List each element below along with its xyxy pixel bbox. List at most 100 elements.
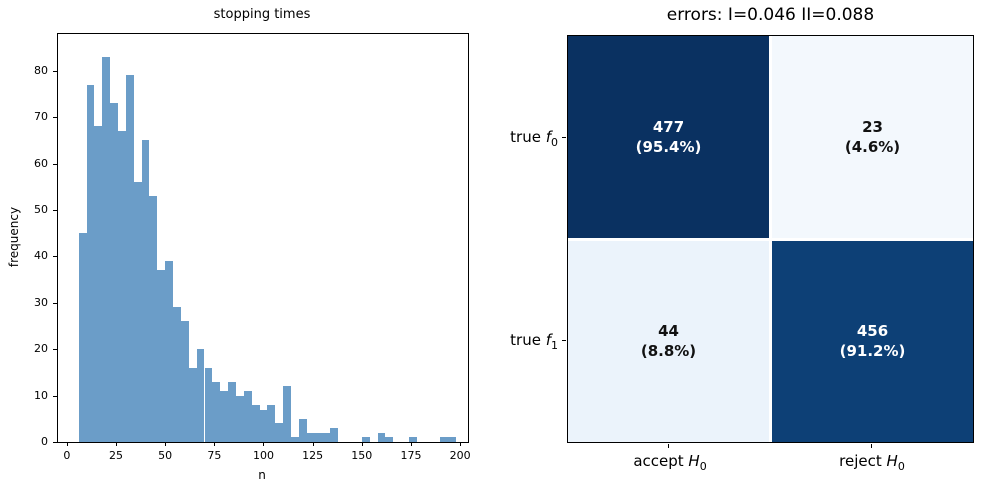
- x-axis-tick: [460, 442, 462, 446]
- histogram-bar: [275, 423, 284, 442]
- histogram-bar: [117, 131, 126, 442]
- col-label-reject-h0: reject H0: [839, 452, 905, 473]
- y-axis-tick-label: 50: [34, 202, 48, 216]
- y-axis-tick-label: 40: [34, 249, 48, 263]
- histogram-bar: [78, 233, 87, 442]
- y-axis-tick: [53, 209, 57, 211]
- x-axis-tick-label: 175: [400, 449, 422, 462]
- y-axis-tick: [53, 395, 57, 397]
- histogram-bar: [173, 307, 181, 442]
- x-axis-tick-label: 0: [63, 449, 71, 462]
- x-axis-tick: [410, 442, 412, 446]
- histogram-bar: [228, 381, 236, 442]
- histogram-bar: [385, 437, 394, 442]
- matrix-cell-true-f1-accept: 44 (8.8%): [568, 240, 769, 442]
- histogram-bar: [125, 75, 134, 442]
- histogram-bar: [306, 432, 315, 442]
- y-axis-tick-label: 0: [41, 435, 48, 448]
- histogram-ylabel: frequency: [7, 206, 21, 268]
- x-axis-tick: [312, 442, 314, 446]
- y-axis-tick: [53, 70, 57, 72]
- x-axis-tick-label: 200: [449, 449, 471, 462]
- y-axis-tick-label: 10: [34, 388, 48, 402]
- x-axis-tick-label: 50: [158, 449, 173, 462]
- cell-percent: (95.4%): [635, 137, 702, 156]
- confusion-matrix: 477 (95.4%) 23 (4.6%) 44 (8.8%) 456 (91.…: [567, 35, 974, 443]
- x-axis-tick-label: 25: [109, 449, 123, 462]
- histogram-bar: [283, 386, 292, 442]
- x-axis-tick: [263, 442, 265, 446]
- histogram-bar: [110, 103, 118, 442]
- row-label-true-f0: true f0: [510, 128, 558, 149]
- x-axis-tick: [165, 442, 167, 446]
- histogram-bar: [196, 349, 205, 442]
- y-axis-tick: [53, 256, 57, 258]
- col-tick-reject: [871, 444, 872, 448]
- cell-percent: (4.6%): [844, 137, 901, 156]
- y-axis-tick: [53, 349, 57, 351]
- histogram-bar: [267, 404, 276, 442]
- histogram-bar: [314, 432, 323, 442]
- y-axis-tick-label: 70: [34, 110, 48, 124]
- histogram-bar: [322, 432, 331, 442]
- histogram-bar: [448, 437, 457, 442]
- histogram-bar: [361, 437, 370, 442]
- histogram-bar: [188, 367, 197, 442]
- histogram-bar: [440, 437, 449, 442]
- col-tick-accept: [668, 444, 669, 448]
- histogram-title: stopping times: [213, 7, 311, 22]
- x-axis-tick-label: 150: [351, 449, 373, 462]
- histogram-bar: [251, 404, 260, 442]
- y-axis-tick-label: 30: [34, 295, 48, 309]
- row-label-true-f1: true f1: [510, 331, 558, 352]
- cell-count: 44: [658, 322, 679, 340]
- y-axis-tick-label: 20: [34, 342, 48, 356]
- cell-count: 23: [862, 117, 883, 136]
- matrix-cell-true-f1-reject: 456 (91.2%): [772, 240, 973, 442]
- histogram-bar: [259, 409, 268, 442]
- histogram-bar: [243, 390, 252, 442]
- y-axis-tick-label: 60: [34, 156, 48, 170]
- x-axis-tick: [116, 442, 117, 446]
- x-axis-tick: [214, 442, 216, 446]
- histogram-bar: [180, 321, 189, 442]
- row-tick-true-f0: [562, 137, 566, 138]
- cell-count: 456: [856, 322, 889, 340]
- histogram-bar: [235, 395, 244, 442]
- histogram-plot-area: 0 25 50 75 100 125 150 175 200 0 10 20 30 40 50 60 70 80: [34, 33, 471, 462]
- histogram-bar: [330, 428, 339, 442]
- histogram-bar: [102, 56, 111, 442]
- histogram-bar: [220, 390, 229, 442]
- x-axis-tick-label: 75: [207, 449, 222, 462]
- y-axis-tick: [53, 442, 57, 443]
- y-axis-tick: [53, 163, 57, 165]
- x-axis-tick: [66, 442, 68, 446]
- histogram-bar: [94, 126, 103, 442]
- y-axis-tick: [53, 302, 57, 304]
- x-axis-tick-label: 100: [252, 449, 274, 462]
- y-axis-tick: [53, 117, 57, 119]
- histogram-bar: [86, 84, 95, 442]
- col-label-accept-h0: accept H0: [633, 452, 707, 473]
- confusion-matrix-title: errors: I=0.046 II=0.088: [666, 5, 875, 25]
- histogram-xlabel: n: [258, 468, 266, 482]
- cell-count: 477: [652, 117, 685, 136]
- x-axis-tick: [361, 442, 363, 446]
- histogram-bar: [133, 182, 142, 442]
- histogram-bar: [157, 270, 166, 442]
- x-axis-tick-label: 125: [302, 449, 324, 462]
- histogram-bar: [149, 196, 158, 442]
- histogram-bar: [298, 418, 307, 442]
- histogram-bar: [212, 381, 221, 442]
- cell-percent: (8.8%): [640, 342, 697, 361]
- histogram-bar: [377, 432, 386, 442]
- histogram-bar: [204, 367, 213, 442]
- row-tick-true-f1: [562, 340, 566, 341]
- matrix-cell-true-f0-accept: 477 (95.4%): [568, 36, 769, 238]
- histogram-bar: [141, 140, 150, 442]
- y-axis-tick-label: 80: [34, 63, 48, 77]
- histogram-bar: [291, 437, 299, 442]
- histogram-bar: [409, 437, 417, 442]
- matrix-cell-true-f0-reject: 23 (4.6%): [772, 36, 973, 238]
